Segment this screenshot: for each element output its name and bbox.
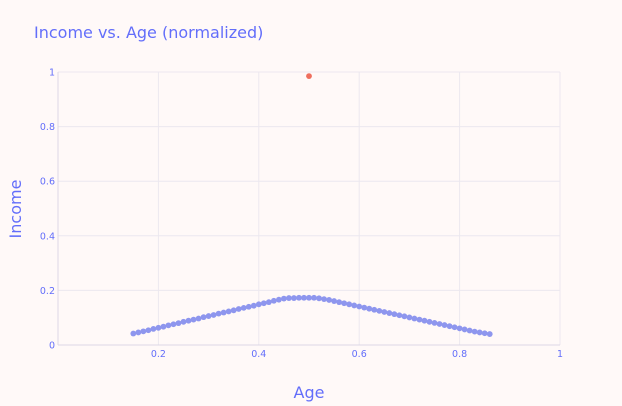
x-tick-label: 1 xyxy=(557,349,563,360)
data-point xyxy=(371,306,378,313)
data-point xyxy=(326,297,332,303)
data-point xyxy=(160,323,167,330)
y-axis-title: Income xyxy=(6,180,25,239)
data-point xyxy=(461,326,468,333)
data-point xyxy=(225,308,232,315)
data-point xyxy=(215,310,222,317)
data-point xyxy=(301,294,307,301)
data-point xyxy=(311,294,317,301)
x-tick-label: 0.2 xyxy=(151,349,166,360)
data-point xyxy=(336,299,343,306)
data-point xyxy=(421,317,428,324)
data-point xyxy=(270,297,277,304)
data-point xyxy=(386,310,393,316)
data-point xyxy=(255,301,262,308)
data-point xyxy=(306,73,312,79)
data-point xyxy=(396,312,403,319)
data-point xyxy=(140,328,147,335)
data-point xyxy=(471,328,478,335)
data-point xyxy=(286,295,292,301)
data-point xyxy=(165,322,172,329)
data-point xyxy=(155,324,162,331)
data-point xyxy=(230,307,237,314)
data-point xyxy=(145,327,152,334)
data-point xyxy=(250,302,257,309)
data-point xyxy=(245,303,252,310)
data-point xyxy=(210,312,217,318)
data-point xyxy=(381,309,388,315)
data-points xyxy=(130,73,493,337)
data-point xyxy=(275,296,282,303)
axis-lines xyxy=(57,72,560,346)
data-point xyxy=(150,325,157,332)
data-point xyxy=(366,305,373,312)
data-point xyxy=(401,313,408,320)
data-point xyxy=(130,330,137,337)
data-point xyxy=(476,329,483,336)
data-point xyxy=(406,314,413,321)
grid-lines xyxy=(58,71,561,345)
data-point xyxy=(316,295,322,302)
data-point xyxy=(205,313,212,319)
data-point xyxy=(341,300,348,307)
data-point xyxy=(331,298,337,304)
data-point xyxy=(466,327,473,334)
x-tick-label: 0.6 xyxy=(352,349,367,360)
data-point xyxy=(416,316,423,323)
data-point xyxy=(175,320,182,327)
data-point xyxy=(391,311,398,318)
data-point xyxy=(265,299,272,306)
data-point xyxy=(376,307,383,314)
data-point xyxy=(170,321,177,328)
data-point xyxy=(240,304,247,311)
data-point xyxy=(436,321,443,327)
data-point xyxy=(235,306,242,312)
data-point xyxy=(426,318,433,325)
data-point xyxy=(180,318,187,325)
data-point xyxy=(185,317,192,324)
x-axis-ticks: 0.2 0.4 0.6 0.8 1 xyxy=(151,349,563,360)
data-point xyxy=(451,324,458,331)
y-tick-label: 0.2 xyxy=(40,286,55,297)
data-point xyxy=(346,301,353,308)
y-axis-ticks: 0 0.2 0.4 0.6 0.8 1 xyxy=(40,68,55,352)
data-point xyxy=(486,331,493,337)
y-tick-label: 0 xyxy=(49,341,55,352)
data-point xyxy=(260,300,267,307)
data-point xyxy=(456,325,463,332)
x-tick-label: 0.8 xyxy=(452,349,467,360)
x-axis-title: Age xyxy=(294,383,325,402)
data-point xyxy=(281,295,287,302)
data-point xyxy=(306,294,312,301)
data-point xyxy=(411,315,418,322)
data-point xyxy=(200,314,207,321)
data-point xyxy=(321,296,327,303)
data-point xyxy=(291,295,297,301)
data-point xyxy=(441,322,448,328)
data-point xyxy=(431,319,438,326)
y-tick-label: 0.8 xyxy=(40,122,55,133)
data-point xyxy=(195,315,202,322)
y-tick-label: 0.4 xyxy=(40,231,55,242)
y-tick-label: 1 xyxy=(49,68,55,79)
data-point xyxy=(190,316,197,323)
data-point xyxy=(356,303,363,310)
x-tick-label: 0.4 xyxy=(251,349,266,360)
data-point xyxy=(481,330,488,337)
data-point xyxy=(361,304,368,311)
data-point xyxy=(351,302,358,309)
chart-title: Income vs. Age (normalized) xyxy=(34,23,263,42)
data-point xyxy=(296,294,302,301)
y-tick-label: 0.6 xyxy=(40,177,55,188)
data-point xyxy=(220,309,227,316)
data-point xyxy=(135,329,142,336)
data-point xyxy=(446,323,453,330)
